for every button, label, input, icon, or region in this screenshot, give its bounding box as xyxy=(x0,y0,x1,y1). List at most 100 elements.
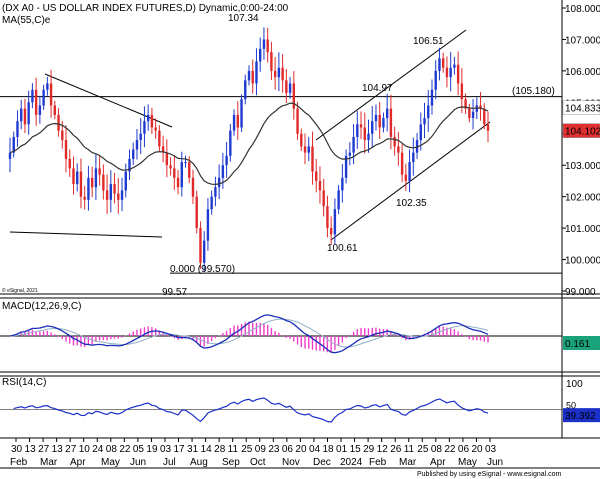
candle-body xyxy=(281,67,284,81)
x-month-label: Mar xyxy=(40,457,58,468)
x-day-label: 27 xyxy=(65,444,77,455)
trendline-2 xyxy=(9,231,163,238)
y-tick-label: 99.000 xyxy=(565,287,596,298)
candle-body xyxy=(419,124,422,141)
candle-body xyxy=(143,121,146,134)
candle-body xyxy=(90,177,94,188)
candle-body xyxy=(315,171,318,181)
x-day-label: 23 xyxy=(268,444,280,455)
candle-body xyxy=(68,158,71,169)
candle-body xyxy=(359,124,363,128)
x-day-label: 27 xyxy=(38,444,50,455)
x-day-label: 03 xyxy=(485,444,497,455)
candle-body xyxy=(456,64,460,84)
y-tick-label: 101.000 xyxy=(565,224,600,235)
candle-body xyxy=(385,108,389,119)
candle-body xyxy=(445,67,449,78)
candle-body xyxy=(117,193,120,200)
rsi-value-tag xyxy=(563,408,600,423)
rsi-tick-label: 50 xyxy=(566,401,576,411)
candle-body xyxy=(232,114,236,131)
candle-body xyxy=(400,152,404,175)
candle-body xyxy=(486,124,490,131)
x-day-label: 28 xyxy=(214,444,226,455)
candle-body xyxy=(322,190,325,207)
candle-body xyxy=(393,136,396,147)
candle-body xyxy=(483,108,486,125)
candle-body xyxy=(303,146,307,153)
candle-body xyxy=(427,105,430,119)
candle-body xyxy=(53,105,57,115)
candle-body xyxy=(188,162,191,178)
candle-body xyxy=(460,83,464,100)
x-day-label: 12 xyxy=(377,444,389,455)
resistance-label: (105.180) xyxy=(512,86,555,97)
candle-body xyxy=(132,149,135,159)
candle-body xyxy=(23,108,27,125)
x-month-label: Jun xyxy=(130,457,146,468)
candle-body xyxy=(430,89,434,106)
candle-body xyxy=(285,80,288,93)
candle-body xyxy=(102,174,105,191)
rsi-tick-label: 100 xyxy=(566,379,583,390)
x-month-label: Sep xyxy=(222,457,240,468)
copyright-text: © eSignal, 2021 xyxy=(2,287,38,294)
price-annotation: 107.34 xyxy=(228,13,259,24)
x-day-label: 29 xyxy=(363,444,375,455)
candle-body xyxy=(307,146,310,153)
candle-body xyxy=(348,152,352,156)
x-day-label: 25 xyxy=(241,444,253,455)
candle-body xyxy=(128,158,131,172)
x-day-label: 26 xyxy=(390,444,402,455)
candle-body xyxy=(449,67,452,78)
candle-body xyxy=(311,146,314,172)
candle-body xyxy=(259,48,262,62)
candle-body xyxy=(273,70,277,78)
candle-body xyxy=(94,168,98,188)
candle-body xyxy=(31,89,34,103)
candle-body xyxy=(87,177,90,200)
candle-body xyxy=(415,140,419,153)
candle-body xyxy=(468,108,471,119)
candle-body xyxy=(397,146,400,153)
chart-title: (DX A0 - US DOLLAR INDEX FUTURES,D) Dyna… xyxy=(2,3,289,14)
x-day-label: 22 xyxy=(119,444,131,455)
candle-body xyxy=(16,121,19,137)
candle-body xyxy=(464,99,467,109)
candle-body xyxy=(169,165,172,169)
candle-body xyxy=(150,114,154,128)
price-tag-label: 104.833 xyxy=(565,104,600,115)
candle-body xyxy=(161,146,165,153)
x-month-label: Mar xyxy=(399,457,417,468)
candle-body xyxy=(27,102,30,125)
candle-body xyxy=(352,136,355,153)
ma-line xyxy=(9,102,489,186)
candle-body xyxy=(113,184,116,194)
price-annotation: 102.35 xyxy=(396,198,427,209)
candle-body xyxy=(479,105,482,109)
x-day-label: 18 xyxy=(322,444,334,455)
candle-body xyxy=(453,64,456,68)
x-month-label: Dec xyxy=(313,457,331,468)
candle-body xyxy=(210,196,213,210)
macd-value-tag xyxy=(563,336,600,350)
candle-body xyxy=(146,114,150,122)
x-day-label: 17 xyxy=(174,444,186,455)
candle-body xyxy=(337,190,340,210)
x-month-label: May xyxy=(101,457,120,468)
price-tag xyxy=(562,123,600,138)
candle-body xyxy=(109,184,113,200)
x-month-label: Feb xyxy=(369,457,387,468)
candle-body xyxy=(158,130,161,147)
rsi-line xyxy=(13,397,489,423)
x-day-label: 24 xyxy=(92,444,104,455)
y-tick-label: 107.000 xyxy=(565,35,600,46)
candle-body xyxy=(225,155,228,166)
candle-body xyxy=(240,99,243,128)
x-day-label: 20 xyxy=(471,444,483,455)
candle-body xyxy=(20,108,23,122)
ma-label: MA(55,C)e xyxy=(2,15,51,26)
x-day-label: 25 xyxy=(417,444,429,455)
candle-body xyxy=(344,155,348,178)
